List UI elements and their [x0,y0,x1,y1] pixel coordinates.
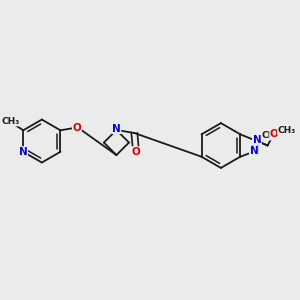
Text: O: O [73,123,81,133]
Text: N: N [112,124,121,134]
Text: CH₃: CH₃ [278,125,296,134]
Text: O: O [270,129,278,139]
Text: N: N [19,147,28,157]
Text: O: O [131,147,140,157]
Text: CH₃: CH₃ [1,117,20,126]
Text: N: N [253,135,261,145]
Text: N: N [250,146,258,156]
Text: CH₃: CH₃ [261,131,280,140]
